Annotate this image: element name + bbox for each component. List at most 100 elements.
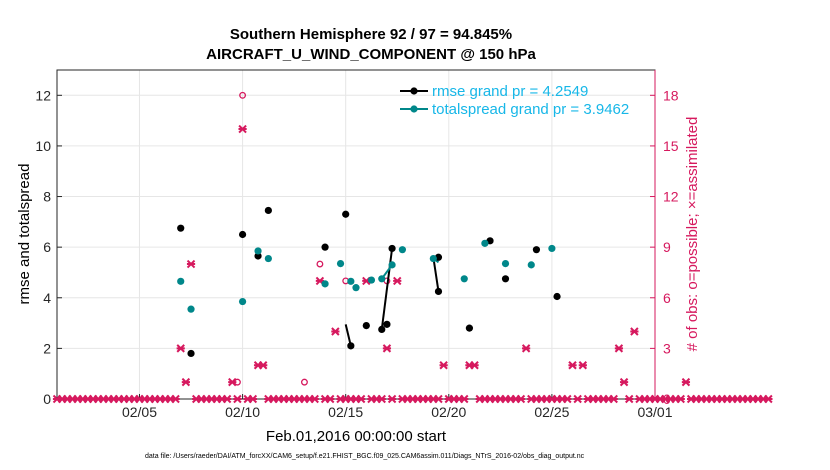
obs-possible-marker: [300, 378, 308, 386]
spread-point: [352, 284, 360, 292]
rmse-point: [383, 320, 391, 328]
obs-assimilated-marker: [681, 377, 691, 387]
rmse-point: [254, 252, 262, 260]
y-tick-label-left: 10: [35, 138, 51, 154]
obs-assimilated-marker: [393, 276, 402, 286]
series-points: [177, 206, 561, 358]
rmse-point: [553, 292, 561, 301]
rmse-point: [321, 243, 329, 251]
spread-point: [336, 260, 345, 268]
obs-assimilated-marker: [434, 394, 443, 404]
y-tick-label-left: 8: [43, 189, 51, 205]
rmse-point: [465, 324, 474, 332]
rmse-line-segment: [344, 324, 352, 347]
y-tick-label-left: 2: [43, 340, 51, 356]
rmse-point: [501, 275, 510, 283]
spread-point: [398, 246, 406, 254]
obs-assimilated-marker: [516, 394, 526, 404]
rmse-point: [187, 349, 195, 358]
spread-point: [177, 277, 185, 285]
obs-assimilated-marker: [382, 344, 392, 353]
obs-assimilated-marker: [614, 344, 624, 353]
legend-rmse-label: rmse grand pr = 4.2549: [432, 83, 588, 100]
obs-assimilated-marker: [176, 344, 185, 353]
rmse-point: [532, 246, 541, 254]
obs-assimilated-marker: [609, 394, 618, 404]
spread-point: [527, 261, 535, 269]
obs-assimilated-marker: [186, 259, 196, 269]
y-axis-label-right: # of obs: o=possible; ×=assimilated: [684, 117, 701, 352]
obs-assimilated-marker: [222, 394, 232, 404]
obs-assimilated-marker: [439, 361, 448, 370]
spread-point: [548, 244, 556, 253]
obs-assimilated-marker: [578, 361, 588, 370]
rmse-point: [388, 244, 396, 253]
obs-assimilated-marker: [460, 394, 469, 404]
y-tick-label-left: 12: [35, 87, 51, 103]
rmse-point: [347, 342, 355, 350]
spread-point: [347, 277, 355, 285]
x-axis-label: Feb.01,2016 00:00:00 start: [266, 428, 447, 445]
legend-spread-label: totalspread grand pr = 3.9462: [432, 101, 629, 118]
spread-point: [429, 254, 437, 263]
obs-assimilated-marker: [258, 361, 268, 370]
spread-point: [321, 280, 329, 288]
obs-assimilated-marker: [248, 394, 258, 404]
rmse-line-segment: [380, 248, 394, 330]
spread-point: [378, 275, 386, 283]
obs-assimilated-marker: [563, 394, 572, 404]
rmse-point: [434, 287, 443, 296]
y-tick-label-right: 12: [663, 189, 679, 205]
obs-assimilated-marker: [238, 124, 247, 134]
spread-point: [481, 239, 489, 247]
y-axis-label-left: rmse and totalspread: [16, 164, 33, 305]
y-tick-label-left: 6: [43, 239, 51, 255]
obs-assimilated-marker: [356, 394, 366, 404]
data-file-footnote: data file: /Users/raeder/DAI/ATM_forcXX/…: [145, 453, 585, 460]
y-tick-label-right: 3: [663, 340, 671, 356]
obs-assimilated-marker: [181, 377, 191, 387]
spread-point: [187, 305, 195, 313]
obs-assimilated-marker: [310, 394, 319, 404]
obs-assimilated-marker: [326, 394, 335, 404]
y-tick-label-right: 15: [663, 138, 679, 154]
obs-assimilated-marker: [573, 394, 582, 404]
spread-point: [501, 260, 510, 268]
obs-possible-marker: [233, 378, 241, 386]
obs-assimilated-marker: [521, 344, 531, 353]
obs-assimilated-marker: [233, 394, 242, 404]
rmse-point: [378, 325, 386, 334]
rmse-point: [362, 322, 370, 330]
rmse-point: [177, 224, 185, 232]
y-tick-label-left: 4: [43, 290, 51, 306]
obs-possible-marker: [316, 260, 324, 268]
grid: [57, 70, 656, 400]
spread-point: [264, 254, 272, 263]
spread-point: [388, 261, 396, 269]
legend: rmse grand pr = 4.2549 totalspread grand…: [400, 83, 629, 118]
chart-subtitle: AIRCRAFT_U_WIND_COMPONENT @ 150 hPa: [206, 46, 536, 63]
legend-rmse-marker: [410, 87, 418, 95]
x-tick-label: 02/15: [328, 404, 363, 420]
obs-assimilated-marker: [630, 327, 639, 336]
obs-assimilated-marker: [619, 377, 629, 387]
obs-assimilated-marker: [377, 394, 386, 404]
obs-assimilated-marker: [764, 394, 773, 404]
obs-assimilated-marker: [676, 394, 685, 404]
rmse-point: [264, 206, 272, 215]
chart-title: Southern Hemisphere 92 / 97 = 94.845%: [230, 26, 512, 43]
y-tick-label-right: 18: [663, 87, 679, 103]
x-tick-label: 03/01: [637, 404, 672, 420]
obs-assimilated-marker: [331, 327, 340, 336]
x-tick-label: 02/05: [122, 404, 157, 420]
obs-assimilated-marker: [470, 361, 479, 370]
plot-area-frame: [56, 69, 656, 400]
x-tick-label: 02/10: [225, 404, 260, 420]
x-tick-label: 02/25: [534, 404, 569, 420]
rmse-point: [238, 230, 247, 239]
rmse-point: [342, 210, 350, 218]
obs-assimilated-marker: [171, 394, 180, 404]
x-tick-label: 02/20: [431, 404, 466, 420]
